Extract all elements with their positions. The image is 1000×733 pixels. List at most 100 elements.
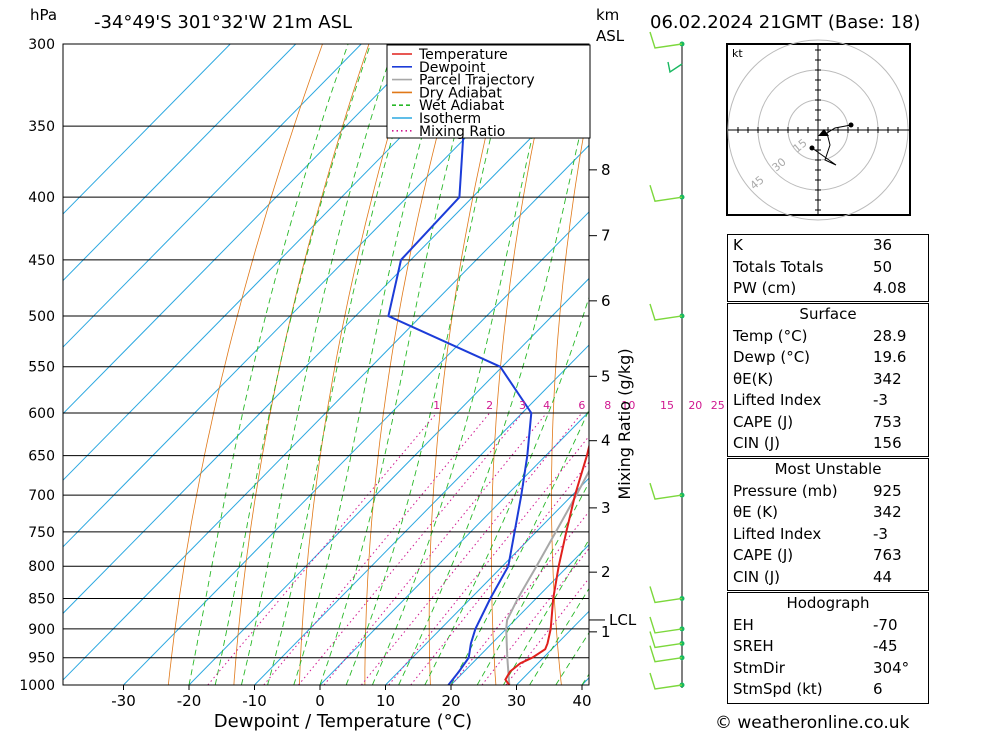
surface-cape-row: CAPE (J) 753 xyxy=(733,412,902,431)
km-tick-label: 7 xyxy=(601,227,611,245)
pressure-grid xyxy=(63,43,589,686)
indices-table: K 36 Totals Totals 50 PW (cm) 4.08 xyxy=(727,234,929,302)
wet-adiabat xyxy=(476,481,589,685)
pressure-tick-label: 400 xyxy=(28,190,55,206)
temperature-line xyxy=(504,442,589,685)
isotherm xyxy=(63,44,362,348)
mu-li-row: Lifted Index -3 xyxy=(733,524,888,543)
wet-adiabat xyxy=(345,44,515,685)
pressure-tick-label: 600 xyxy=(28,406,55,422)
mixing-ratio-label: 15 xyxy=(660,399,674,412)
x-axis-label: Dewpoint / Temperature (°C) xyxy=(214,711,472,732)
pressure-tick-label: 450 xyxy=(28,253,55,269)
totals-row: Totals Totals 50 xyxy=(733,257,893,276)
mixing-ratio-label: 4 xyxy=(543,399,550,412)
dry-adiabat xyxy=(666,44,694,685)
temp-tick-label: -30 xyxy=(111,692,136,710)
mixing-ratio-label: 10 xyxy=(621,399,635,412)
pressure-tick-label: 650 xyxy=(28,449,55,465)
dewpoint-line xyxy=(387,44,533,685)
wet-adiabat xyxy=(319,44,480,685)
legend-label: Mixing Ratio xyxy=(419,124,505,140)
wet-adiabat xyxy=(188,44,349,685)
temp-tick-label: 0 xyxy=(315,692,325,710)
pressure-tick-label: 350 xyxy=(28,119,55,135)
wind-profile xyxy=(649,31,685,690)
km-unit: km xyxy=(596,6,619,24)
mixing-ratio-line xyxy=(263,412,491,685)
mixing-ratio-line xyxy=(388,435,589,685)
mixing-ratio-line xyxy=(323,412,547,685)
isotherm xyxy=(385,477,589,685)
hodograph-point xyxy=(809,145,815,151)
pressure-tick-label: 800 xyxy=(28,559,55,575)
mixing-ratio-line xyxy=(207,412,437,685)
datetime-title: 06.02.2024 21GMT (Base: 18) xyxy=(650,12,920,33)
axis-labels: 3003504004505005506006507007508008509009… xyxy=(19,37,636,710)
temp-tick-label: 30 xyxy=(507,692,526,710)
mixing-ratio-line xyxy=(505,577,589,685)
pressure-tick-label: 850 xyxy=(28,591,55,607)
legend-label: Dewpoint xyxy=(419,60,486,76)
mixing-ratio-label: 6 xyxy=(578,399,585,412)
wet-adiabat xyxy=(450,408,589,685)
mixing-ratio-axis-label: Mixing Ratio (g/kg) xyxy=(615,348,634,499)
hodograph-trace xyxy=(811,124,852,166)
dry-adiabat xyxy=(925,44,1000,685)
isotherm xyxy=(63,144,589,681)
surface-theta-row: θE(K) 342 xyxy=(733,369,902,388)
isotherm xyxy=(63,44,493,481)
wind-barb xyxy=(649,616,683,634)
legend-box xyxy=(386,44,591,139)
wet-adiabat xyxy=(240,44,395,685)
legend-label: Isotherm xyxy=(419,111,481,127)
mixing-ratio-line xyxy=(298,412,523,685)
mixing-ratio-label: 2 xyxy=(486,399,493,412)
isotherm xyxy=(254,344,589,685)
temp-tick-label: 40 xyxy=(572,692,591,710)
location-title: -34°49'S 301°32'W 21m ASL xyxy=(94,12,352,33)
k-row: K 36 xyxy=(733,236,893,254)
hodograph-unit: kt xyxy=(732,47,743,60)
temp-tick-label: 10 xyxy=(376,692,395,710)
most-unstable-table: Most Unstable Pressure (mb) 925 θE (K) 342… xyxy=(727,458,929,591)
hodograph-point xyxy=(848,122,854,128)
wind-barb xyxy=(649,482,683,500)
km-tick-label: 1 xyxy=(601,623,611,641)
temp-tick-label: -20 xyxy=(177,692,202,710)
stmdir-row: StmDir 304° xyxy=(733,658,910,677)
wet-adiabat xyxy=(398,90,589,685)
storm-motion-marker xyxy=(818,129,829,136)
isotherm xyxy=(63,44,297,282)
surface-title: Surface xyxy=(799,305,857,323)
pressure-tick-label: 750 xyxy=(28,525,55,541)
mixing-ratio-line xyxy=(451,510,589,685)
mixing-ratio-label: 8 xyxy=(604,399,611,412)
wind-barb xyxy=(649,184,683,202)
mixing-ratio-label: 20 xyxy=(688,399,702,412)
isotherm xyxy=(63,44,559,548)
wind-barb xyxy=(649,672,683,690)
mixing-ratio-labels: 1 2 3 4 6 8 10 15 20 25 xyxy=(433,399,725,412)
pressure-tick-label: 950 xyxy=(28,651,55,667)
sreh-row: SREH -45 xyxy=(733,637,898,655)
surface-temp-row: Temp (°C) 28.9 xyxy=(733,326,907,345)
legend-label: Parcel Trajectory xyxy=(419,73,535,89)
km-tick-label: 3 xyxy=(601,499,611,517)
credit-text: © weatheronline.co.uk xyxy=(715,713,910,733)
km-tick-label: 2 xyxy=(601,563,611,581)
legend-label: Wet Adiabat xyxy=(419,98,505,114)
pressure-tick-label: 550 xyxy=(28,360,55,376)
mu-title: Most Unstable xyxy=(774,460,882,478)
dry-adiabat xyxy=(973,44,1000,685)
wind-barb xyxy=(649,631,683,649)
wind-barb xyxy=(649,586,683,604)
isotherm xyxy=(123,211,589,685)
legend-label: Temperature xyxy=(418,47,508,63)
temp-tick-label: 20 xyxy=(441,692,460,710)
parcel-trajectory-line xyxy=(505,469,589,685)
isotherm xyxy=(63,44,428,415)
